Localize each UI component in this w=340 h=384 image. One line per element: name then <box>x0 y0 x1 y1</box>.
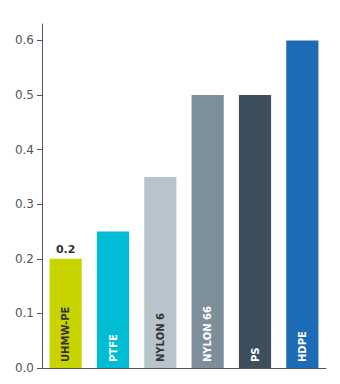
svg-text:PS: PS <box>250 347 261 362</box>
svg-text:0.5: 0.5 <box>15 88 34 102</box>
svg-text:0.0: 0.0 <box>15 361 34 375</box>
svg-text:NYLON 6: NYLON 6 <box>155 313 166 362</box>
svg-text:PTFE: PTFE <box>108 334 119 362</box>
svg-text:0.1: 0.1 <box>15 306 34 320</box>
svg-text:0.6: 0.6 <box>15 33 34 47</box>
svg-text:0.4: 0.4 <box>15 143 34 157</box>
svg-text:UHMW-PE: UHMW-PE <box>60 306 71 362</box>
svg-text:0.2: 0.2 <box>15 252 34 266</box>
svg-text:HDPE: HDPE <box>297 331 308 362</box>
svg-text:NYLON 66: NYLON 66 <box>202 306 213 362</box>
svg-text:0.3: 0.3 <box>15 197 34 211</box>
svg-text:0.2: 0.2 <box>56 243 76 256</box>
